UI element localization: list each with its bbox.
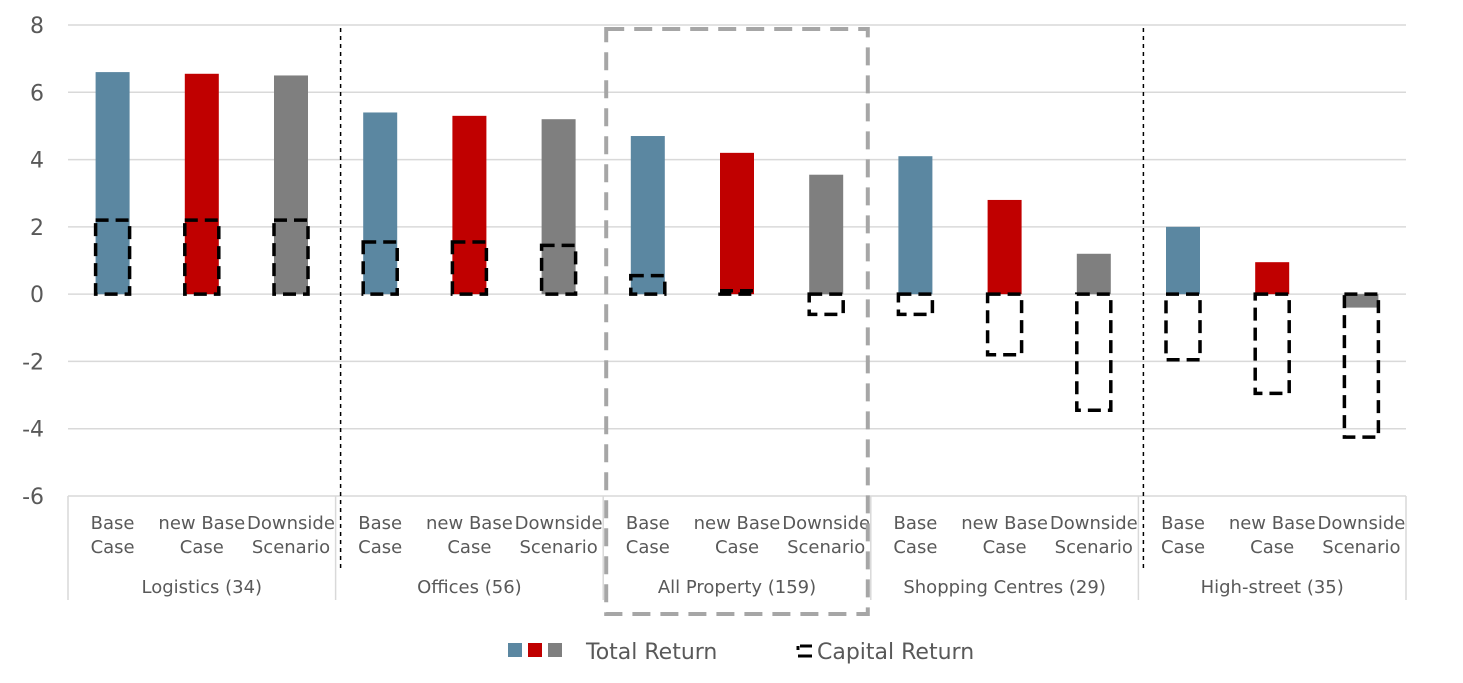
category-label: Base [893, 513, 937, 534]
total-return-bar [452, 115, 487, 295]
y-tick-label: -2 [22, 350, 44, 375]
legend-swatch-blue [508, 643, 522, 657]
capital-return-bar [1164, 292, 1202, 362]
y-axis: 8 6 4 2 0 -2 -4 -6 [22, 14, 44, 510]
total-return-bar [541, 119, 576, 295]
category-label: Base [358, 513, 402, 534]
category-label: new Base [1229, 513, 1316, 534]
category-label: Scenario [252, 537, 330, 558]
capital-return-bar [807, 292, 845, 317]
legend: Total Return Capital Return [508, 640, 974, 665]
total-return-bar [1166, 226, 1200, 295]
legend-capital-return-swatch [796, 644, 812, 658]
category-label: Case [447, 537, 491, 558]
total-return-bar [1344, 294, 1379, 308]
category-label: Downside [515, 513, 603, 534]
capital-return-bar [896, 292, 935, 317]
x-axis: Base Case new Base Case Downside Scenario Logi… [67, 27, 1407, 616]
capital-return-bar [361, 240, 399, 296]
category-label: Scenario [787, 537, 865, 558]
category-label: Case [1161, 537, 1205, 558]
category-label: Scenario [519, 537, 597, 558]
capital-return-bar [450, 240, 489, 296]
category-label: new Base [694, 513, 781, 534]
highlight-box [604, 27, 870, 616]
category-label: Case [626, 537, 670, 558]
y-tick-label: 8 [30, 14, 44, 39]
category-label: Case [180, 537, 224, 558]
category-label: new Base [426, 513, 513, 534]
y-tick-label: -6 [22, 485, 44, 510]
category-label: Scenario [1322, 537, 1400, 558]
capital-return-bar [539, 243, 578, 296]
category-label: Downside [1050, 513, 1138, 534]
capital-return-bar [985, 292, 1024, 357]
category-label: Case [893, 537, 937, 558]
capital-return-bar [272, 218, 310, 296]
category-label: Case [91, 537, 135, 558]
group-label: Offices (56) [417, 577, 522, 598]
total-return-bar [630, 136, 665, 295]
category-label: Base [91, 513, 135, 534]
category-label: Downside [1317, 513, 1405, 534]
y-tick-label: -4 [22, 418, 44, 443]
total-return-bar [1076, 253, 1111, 295]
capital-return-bar [629, 273, 667, 296]
total-return-bar [898, 156, 933, 295]
y-tick-label: 2 [30, 216, 44, 241]
category-label: Base [1161, 513, 1205, 534]
legend-swatch-gray [548, 643, 562, 657]
group-label: Logistics (34) [142, 577, 263, 598]
total-return-bars [95, 72, 1379, 308]
group-label: Shopping Centres (29) [903, 577, 1106, 598]
total-return-bar [720, 152, 754, 295]
group-label: High-street (35) [1201, 577, 1344, 598]
y-tick-label: 6 [30, 81, 44, 106]
category-label: Downside [247, 513, 335, 534]
total-return-bar [184, 73, 219, 295]
category-label: new Base [961, 513, 1048, 534]
capital-return-bar [93, 218, 132, 296]
capital-return-bar [1075, 292, 1113, 412]
total-return-bar [809, 174, 844, 295]
category-label: Case [983, 537, 1027, 558]
capital-return-bar [1253, 292, 1291, 396]
capital-return-bar [1342, 292, 1381, 439]
capital-return-bar [718, 289, 756, 296]
category-label: Case [1250, 537, 1294, 558]
category-label: Scenario [1055, 537, 1133, 558]
capital-return-bar [183, 218, 221, 296]
y-tick-label: 0 [30, 283, 44, 308]
category-label: Case [358, 537, 402, 558]
legend-total-return-label: Total Return [585, 640, 717, 665]
group-label: All Property (159) [658, 577, 816, 598]
total-return-bar [987, 199, 1022, 295]
category-label: Base [626, 513, 670, 534]
legend-swatch-red [528, 643, 542, 657]
capital-return-outlines [93, 218, 1381, 439]
total-return-bar [1255, 262, 1290, 295]
category-label: new Base [158, 513, 245, 534]
category-label: Case [715, 537, 759, 558]
total-return-bar [95, 72, 130, 295]
y-tick-label: 4 [30, 149, 44, 174]
total-return-bar [363, 112, 398, 295]
category-label: Downside [782, 513, 870, 534]
legend-capital-return-label: Capital Return [817, 640, 974, 665]
total-return-bar [274, 75, 308, 295]
